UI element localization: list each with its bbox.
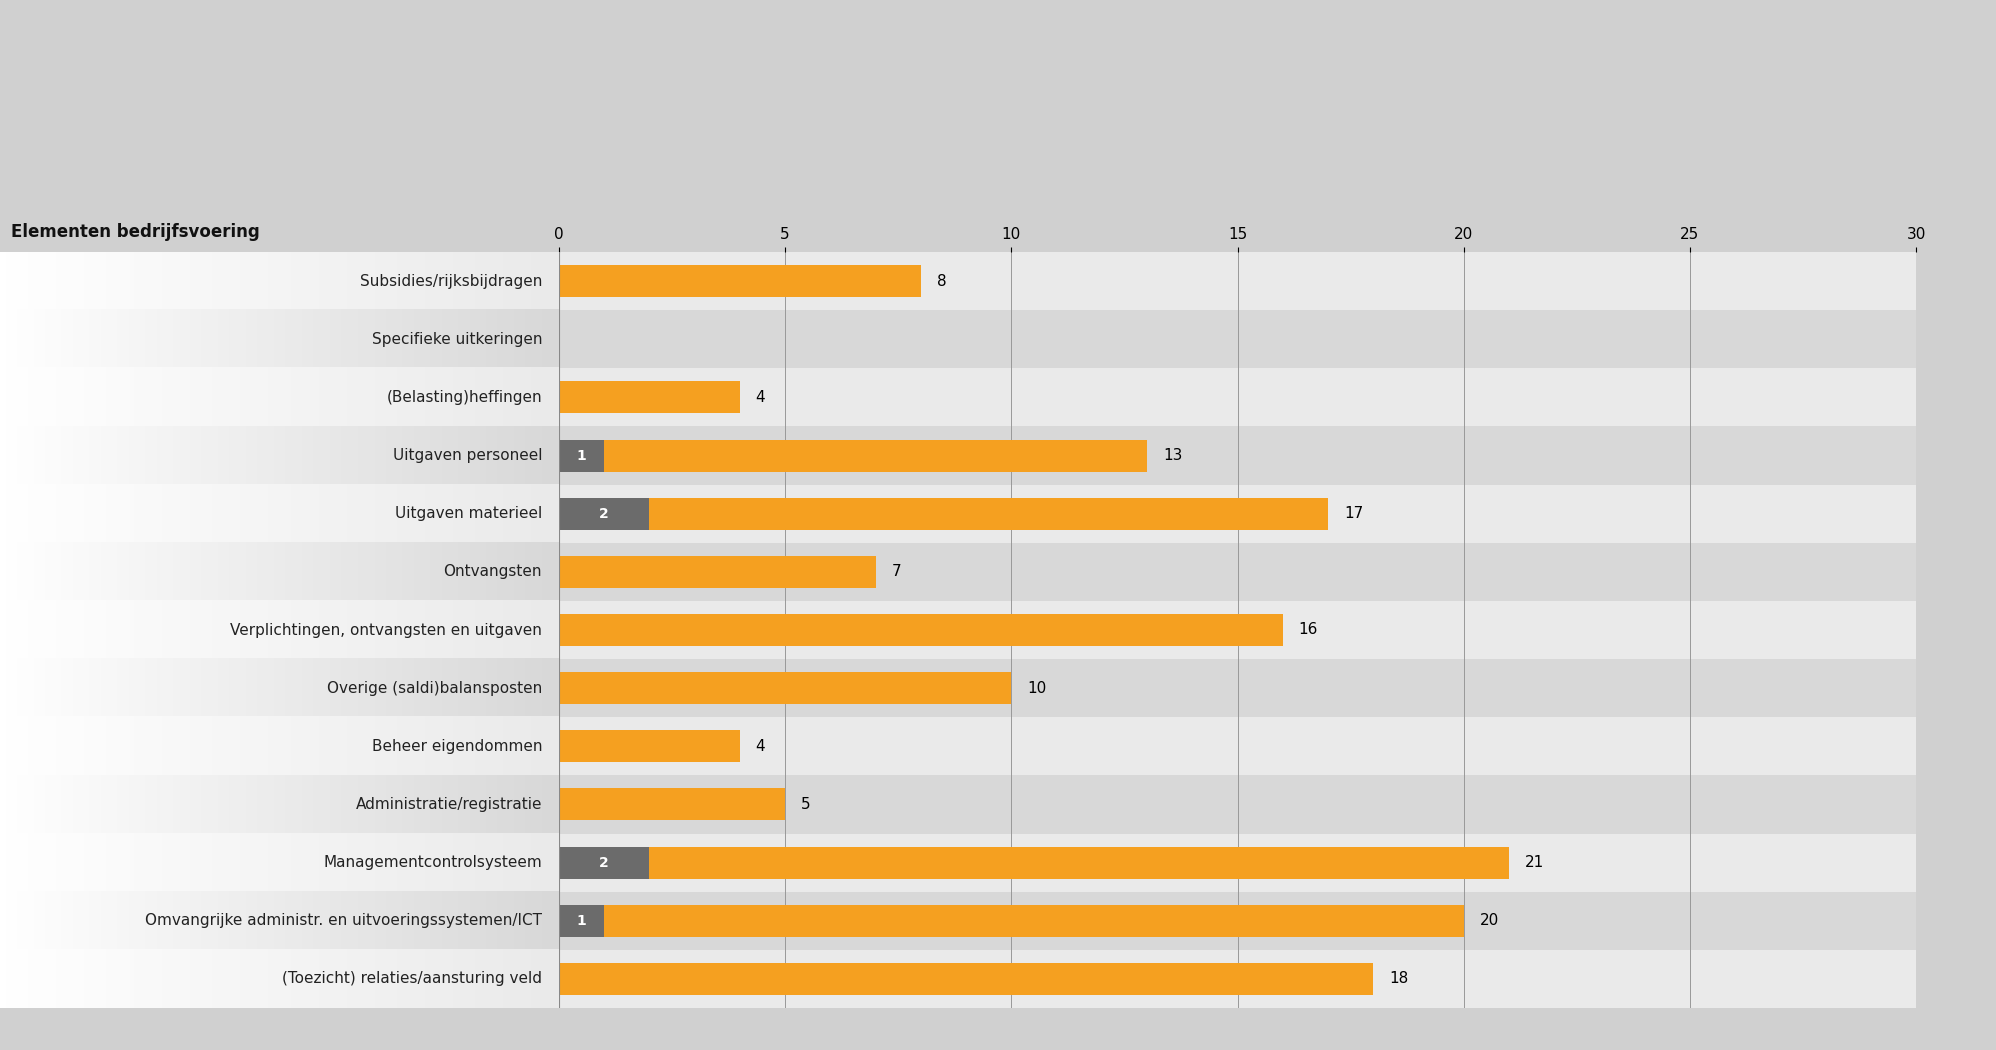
- Bar: [559, 555, 876, 588]
- Bar: [559, 310, 1916, 369]
- Bar: [0, 950, 559, 1008]
- Bar: [0, 775, 559, 834]
- Text: 21: 21: [1525, 855, 1545, 870]
- Text: Verplichtingen, ontvangsten en uitgaven: Verplichtingen, ontvangsten en uitgaven: [230, 623, 543, 637]
- Text: Managementcontrolsysteem: Managementcontrolsysteem: [323, 855, 543, 870]
- Text: 4: 4: [756, 739, 764, 754]
- Bar: [0, 426, 559, 485]
- Bar: [559, 440, 605, 471]
- Bar: [559, 252, 1916, 310]
- Bar: [559, 672, 1012, 705]
- Bar: [559, 265, 920, 297]
- Bar: [559, 498, 649, 529]
- Bar: [0, 834, 559, 891]
- Bar: [559, 846, 1509, 879]
- Bar: [559, 369, 1916, 426]
- Text: Administratie/registratie: Administratie/registratie: [355, 797, 543, 812]
- Text: 2: 2: [599, 507, 609, 521]
- Text: 1: 1: [577, 448, 587, 463]
- Bar: [0, 601, 559, 659]
- Text: Ontvangsten: Ontvangsten: [443, 564, 543, 580]
- Text: Elementen bedrijfsvoering: Elementen bedrijfsvoering: [12, 223, 259, 240]
- Text: Beheer eigendommen: Beheer eigendommen: [371, 739, 543, 754]
- Text: Specifieke uitkeringen: Specifieke uitkeringen: [371, 332, 543, 346]
- Bar: [559, 426, 1916, 485]
- Text: Subsidies/rijksbijdragen: Subsidies/rijksbijdragen: [359, 274, 543, 289]
- Bar: [559, 440, 1148, 471]
- Text: Overige (saldi)balansposten: Overige (saldi)balansposten: [327, 680, 543, 696]
- Text: 1: 1: [577, 914, 587, 928]
- Bar: [559, 485, 1916, 543]
- Text: 13: 13: [1164, 448, 1182, 463]
- Text: Uitgaven materieel: Uitgaven materieel: [395, 506, 543, 521]
- Bar: [559, 963, 1373, 995]
- Text: 16: 16: [1299, 623, 1317, 637]
- Bar: [559, 846, 649, 879]
- Bar: [0, 369, 559, 426]
- Bar: [0, 891, 559, 950]
- Text: 7: 7: [892, 564, 900, 580]
- Bar: [559, 731, 741, 762]
- Bar: [559, 659, 1916, 717]
- Bar: [559, 891, 1916, 950]
- Text: 8: 8: [936, 274, 946, 289]
- Bar: [0, 252, 559, 310]
- Bar: [559, 717, 1916, 775]
- Bar: [559, 834, 1916, 891]
- Text: 18: 18: [1389, 971, 1409, 986]
- Text: Omvangrijke administr. en uitvoeringssystemen/ICT: Omvangrijke administr. en uitvoeringssys…: [146, 914, 543, 928]
- Bar: [559, 381, 741, 414]
- Bar: [559, 905, 605, 937]
- Bar: [559, 614, 1283, 646]
- Bar: [559, 905, 1463, 937]
- Bar: [559, 950, 1916, 1008]
- Bar: [0, 310, 559, 369]
- Bar: [0, 485, 559, 543]
- Bar: [559, 498, 1327, 529]
- Bar: [559, 543, 1916, 601]
- Text: 17: 17: [1343, 506, 1363, 521]
- Text: 20: 20: [1479, 914, 1499, 928]
- Text: Uitgaven personeel: Uitgaven personeel: [393, 448, 543, 463]
- Text: 4: 4: [756, 390, 764, 405]
- Bar: [559, 601, 1916, 659]
- Bar: [0, 659, 559, 717]
- Text: 5: 5: [800, 797, 810, 812]
- Bar: [0, 543, 559, 601]
- Text: 10: 10: [1028, 680, 1046, 696]
- Text: (Belasting)heffingen: (Belasting)heffingen: [387, 390, 543, 405]
- Text: 2: 2: [599, 856, 609, 869]
- Text: (Toezicht) relaties/aansturing veld: (Toezicht) relaties/aansturing veld: [281, 971, 543, 986]
- Bar: [0, 717, 559, 775]
- Bar: [559, 789, 784, 820]
- Bar: [559, 775, 1916, 834]
